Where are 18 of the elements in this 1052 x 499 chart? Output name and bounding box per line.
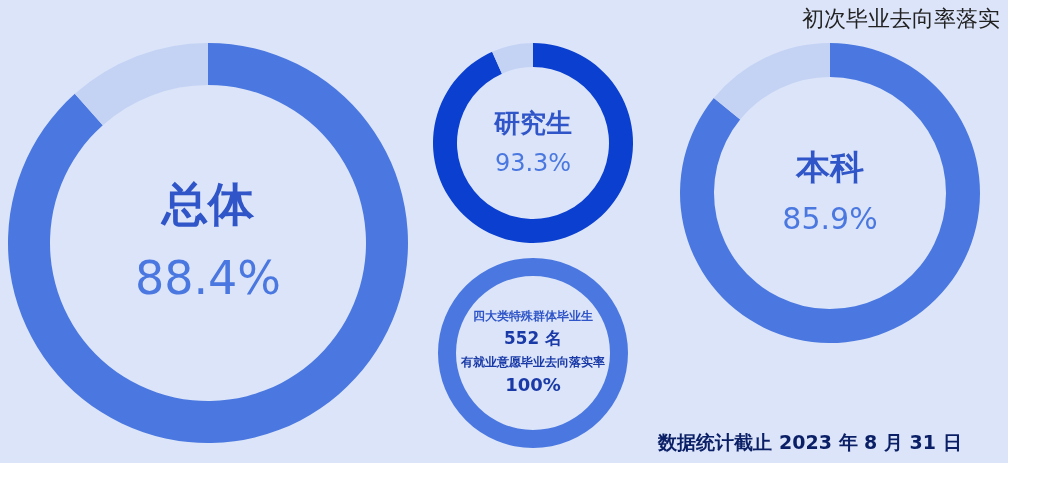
text: 四大类特殊群体毕业生 bbox=[473, 308, 593, 323]
text: 有就业意愿毕业去向落实率 bbox=[460, 354, 605, 369]
data-label: 93.3% bbox=[494, 148, 572, 177]
donut-slice bbox=[433, 43, 633, 243]
text: 初次毕业去向率落实 bbox=[802, 6, 1000, 31]
donut-slice bbox=[492, 43, 533, 74]
data-label: 100% bbox=[505, 373, 561, 395]
data-label: 85.9% bbox=[782, 201, 878, 237]
text: 本科 bbox=[795, 147, 864, 187]
text: 总体 bbox=[160, 177, 255, 232]
text: 研究生 bbox=[493, 107, 572, 138]
donut-slice bbox=[8, 43, 408, 443]
donut-slice bbox=[74, 43, 208, 126]
text: 数据统计截止 2023 年 8 月 31 日 bbox=[657, 431, 962, 453]
text: 552 名 bbox=[504, 327, 562, 348]
data-label: 88.4% bbox=[134, 250, 282, 305]
donut-slice bbox=[713, 43, 830, 120]
donut-slice bbox=[680, 43, 980, 343]
